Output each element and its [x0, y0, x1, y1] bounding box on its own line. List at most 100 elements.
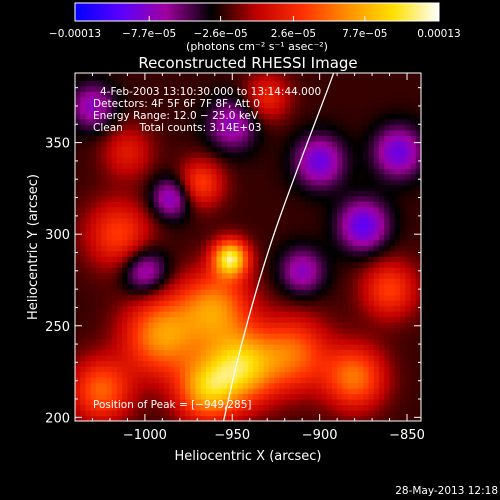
- heatmap-cell: [358, 283, 364, 290]
- heatmap-cell: [190, 415, 197, 421]
- heatmap-cell: [415, 371, 421, 378]
- heatmap-cell: [400, 102, 406, 109]
- heatmap-cell: [368, 316, 375, 323]
- heatmap-cell: [337, 223, 343, 230]
- heatmap-cell: [415, 190, 421, 197]
- heatmap-cell: [352, 355, 359, 362]
- heatmap-cell: [200, 157, 207, 164]
- heatmap-cell: [263, 135, 270, 142]
- heatmap-cell: [185, 212, 191, 219]
- heatmap-cell: [75, 212, 81, 219]
- heatmap-cell: [179, 73, 186, 76]
- heatmap-cell: [90, 73, 97, 76]
- heatmap-cell: [85, 85, 92, 92]
- heatmap-cell: [174, 179, 181, 186]
- heatmap-cell: [137, 234, 144, 241]
- heatmap-cell: [216, 388, 223, 395]
- heatmap-cell: [148, 366, 155, 373]
- heatmap-cell: [179, 316, 186, 323]
- heatmap-cell: [237, 135, 244, 142]
- heatmap-cell: [143, 272, 149, 279]
- heatmap-cell: [389, 85, 396, 92]
- heatmap-cell: [389, 355, 396, 362]
- heatmap-cell: [169, 377, 176, 384]
- heatmap-cell: [358, 107, 364, 114]
- heatmap-cell: [358, 190, 364, 197]
- heatmap-cell: [164, 113, 170, 120]
- heatmap-cell: [75, 305, 81, 312]
- heatmap-cell: [389, 360, 396, 367]
- heatmap-cell: [279, 404, 286, 411]
- heatmap-cell: [373, 73, 380, 76]
- heatmap-cell: [337, 289, 343, 296]
- heatmap-cell: [337, 360, 343, 367]
- heatmap-cell: [111, 179, 118, 186]
- heatmap-cell: [279, 162, 286, 169]
- heatmap-cell: [185, 146, 191, 153]
- heatmap-cell: [289, 74, 296, 81]
- heatmap-cell: [90, 415, 97, 421]
- heatmap-cell: [169, 366, 176, 373]
- heatmap-cell: [400, 404, 406, 411]
- x-tick-label: −950: [214, 428, 250, 443]
- heatmap-cell: [274, 102, 281, 109]
- heatmap-cell: [253, 316, 260, 323]
- heatmap-cell: [237, 107, 244, 114]
- heatmap-cell: [253, 250, 260, 257]
- heatmap-cell: [394, 267, 401, 274]
- heatmap-cell: [148, 184, 155, 191]
- heatmap-cell: [242, 316, 249, 323]
- heatmap-cell: [211, 250, 218, 257]
- heatmap-cell: [95, 371, 102, 378]
- heatmap-cell: [268, 107, 275, 114]
- heatmap-cell: [310, 151, 317, 158]
- heatmap-cell: [200, 377, 207, 384]
- heatmap-cell: [148, 85, 155, 92]
- heatmap-cell: [85, 206, 92, 213]
- heatmap-cell: [279, 300, 286, 307]
- heatmap-cell: [106, 355, 113, 362]
- heatmap-cell: [258, 338, 265, 345]
- heatmap-cell: [410, 129, 417, 136]
- heatmap-cell: [195, 316, 202, 323]
- heatmap-cell: [358, 300, 364, 307]
- heatmap-cell: [342, 190, 349, 197]
- heatmap-cell: [326, 162, 333, 169]
- heatmap-cell: [169, 327, 176, 334]
- heatmap-cell: [337, 399, 343, 406]
- heatmap-cell: [263, 228, 270, 235]
- heatmap-cell: [95, 217, 102, 224]
- heatmap-cell: [253, 129, 260, 136]
- heatmap-cell: [80, 305, 87, 312]
- heatmap-cell: [337, 316, 343, 323]
- heatmap-cell: [200, 311, 207, 318]
- heatmap-cell: [410, 272, 417, 279]
- heatmap-cell: [174, 388, 181, 395]
- heatmap-cell: [237, 250, 244, 257]
- heatmap-cell: [310, 316, 317, 323]
- heatmap-cell: [122, 250, 129, 257]
- heatmap-cell: [221, 135, 228, 142]
- heatmap-cell: [106, 140, 113, 147]
- heatmap-cell: [85, 146, 92, 153]
- heatmap-cell: [153, 184, 160, 191]
- heatmap-cell: [227, 344, 233, 351]
- heatmap-cell: [342, 228, 349, 235]
- heatmap-cell: [305, 267, 312, 274]
- heatmap-cell: [279, 322, 286, 329]
- heatmap-cell: [85, 195, 92, 202]
- heatmap-cell: [337, 382, 343, 389]
- heatmap-cell: [116, 217, 123, 224]
- heatmap-cell: [274, 305, 281, 312]
- heatmap-cell: [85, 283, 92, 290]
- heatmap-cell: [316, 73, 322, 76]
- heatmap-cell: [116, 311, 123, 318]
- heatmap-cell: [316, 157, 322, 164]
- heatmap-cell: [75, 206, 81, 213]
- heatmap-cell: [337, 102, 343, 109]
- heatmap-cell: [195, 349, 202, 356]
- heatmap-cell: [284, 267, 291, 274]
- heatmap-cell: [342, 377, 349, 384]
- heatmap-cell: [363, 316, 370, 323]
- heatmap-cell: [384, 74, 391, 81]
